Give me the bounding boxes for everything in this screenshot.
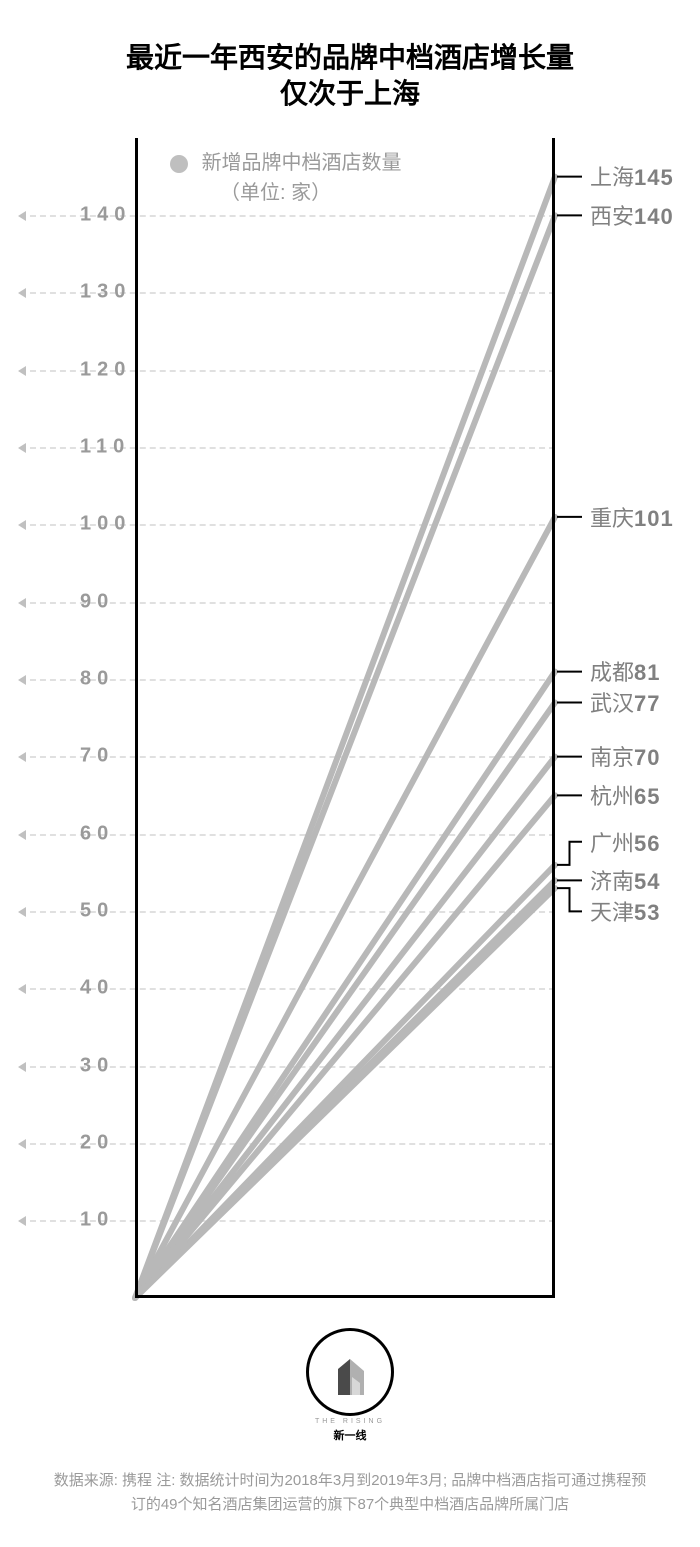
city-name: 西安 — [590, 204, 634, 229]
data-label: 天津53 — [590, 895, 661, 927]
logo-text-en: THE RISING — [306, 1418, 394, 1425]
city-name: 济南 — [590, 869, 634, 894]
data-label: 南京70 — [590, 740, 661, 772]
chart-container: 最近一年西安的品牌中档酒店增长量 仅次于上海 新增品牌中档酒店数量 （单位: 家… — [0, 0, 700, 1547]
city-name: 广州 — [590, 831, 634, 856]
leader-line — [557, 842, 582, 865]
data-label: 杭州65 — [590, 779, 661, 811]
city-value: 53 — [634, 900, 660, 925]
logo-building-icon — [330, 1349, 370, 1395]
city-value: 70 — [634, 745, 660, 770]
data-label: 武汉77 — [590, 686, 661, 718]
city-name: 重庆 — [590, 506, 634, 531]
data-label: 广州56 — [590, 826, 661, 858]
data-label: 西安140 — [590, 199, 674, 231]
city-name: 上海 — [590, 165, 634, 190]
title-line-2: 仅次于上海 — [20, 76, 680, 112]
footer: THE RISING 新一线 数据来源: 携程 注: 数据统计时间为2018年3… — [20, 1328, 680, 1517]
city-name: 杭州 — [590, 784, 634, 809]
chart-title: 最近一年西安的品牌中档酒店增长量 仅次于上海 — [20, 40, 680, 113]
city-value: 101 — [634, 506, 674, 531]
city-value: 65 — [634, 784, 660, 809]
city-value: 77 — [634, 691, 660, 716]
logo: THE RISING 新一线 — [306, 1328, 394, 1443]
leader-lines-svg — [20, 138, 680, 1298]
city-value: 81 — [634, 660, 660, 685]
logo-text-cn: 新一线 — [306, 1427, 394, 1443]
x-axis — [135, 1295, 555, 1298]
city-value: 145 — [634, 165, 674, 190]
leader-line — [557, 888, 582, 911]
city-value: 140 — [634, 204, 674, 229]
data-label: 上海145 — [590, 160, 674, 192]
right-axis — [552, 138, 555, 1298]
logo-circle-icon — [306, 1328, 394, 1416]
city-name: 南京 — [590, 745, 634, 770]
city-name: 武汉 — [590, 691, 634, 716]
chart-plot-area: 新增品牌中档酒店数量 （单位: 家） 102030405060708090100… — [20, 138, 680, 1298]
data-label: 重庆101 — [590, 501, 674, 533]
source-note: 数据来源: 携程 注: 数据统计时间为2018年3月到2019年3月; 品牌中档… — [20, 1469, 680, 1517]
data-label: 济南54 — [590, 864, 661, 896]
city-value: 54 — [634, 869, 660, 894]
data-label: 成都81 — [590, 655, 661, 687]
title-line-1: 最近一年西安的品牌中档酒店增长量 — [20, 40, 680, 76]
city-name: 成都 — [590, 660, 634, 685]
city-value: 56 — [634, 831, 660, 856]
y-axis — [135, 138, 138, 1298]
city-name: 天津 — [590, 900, 634, 925]
